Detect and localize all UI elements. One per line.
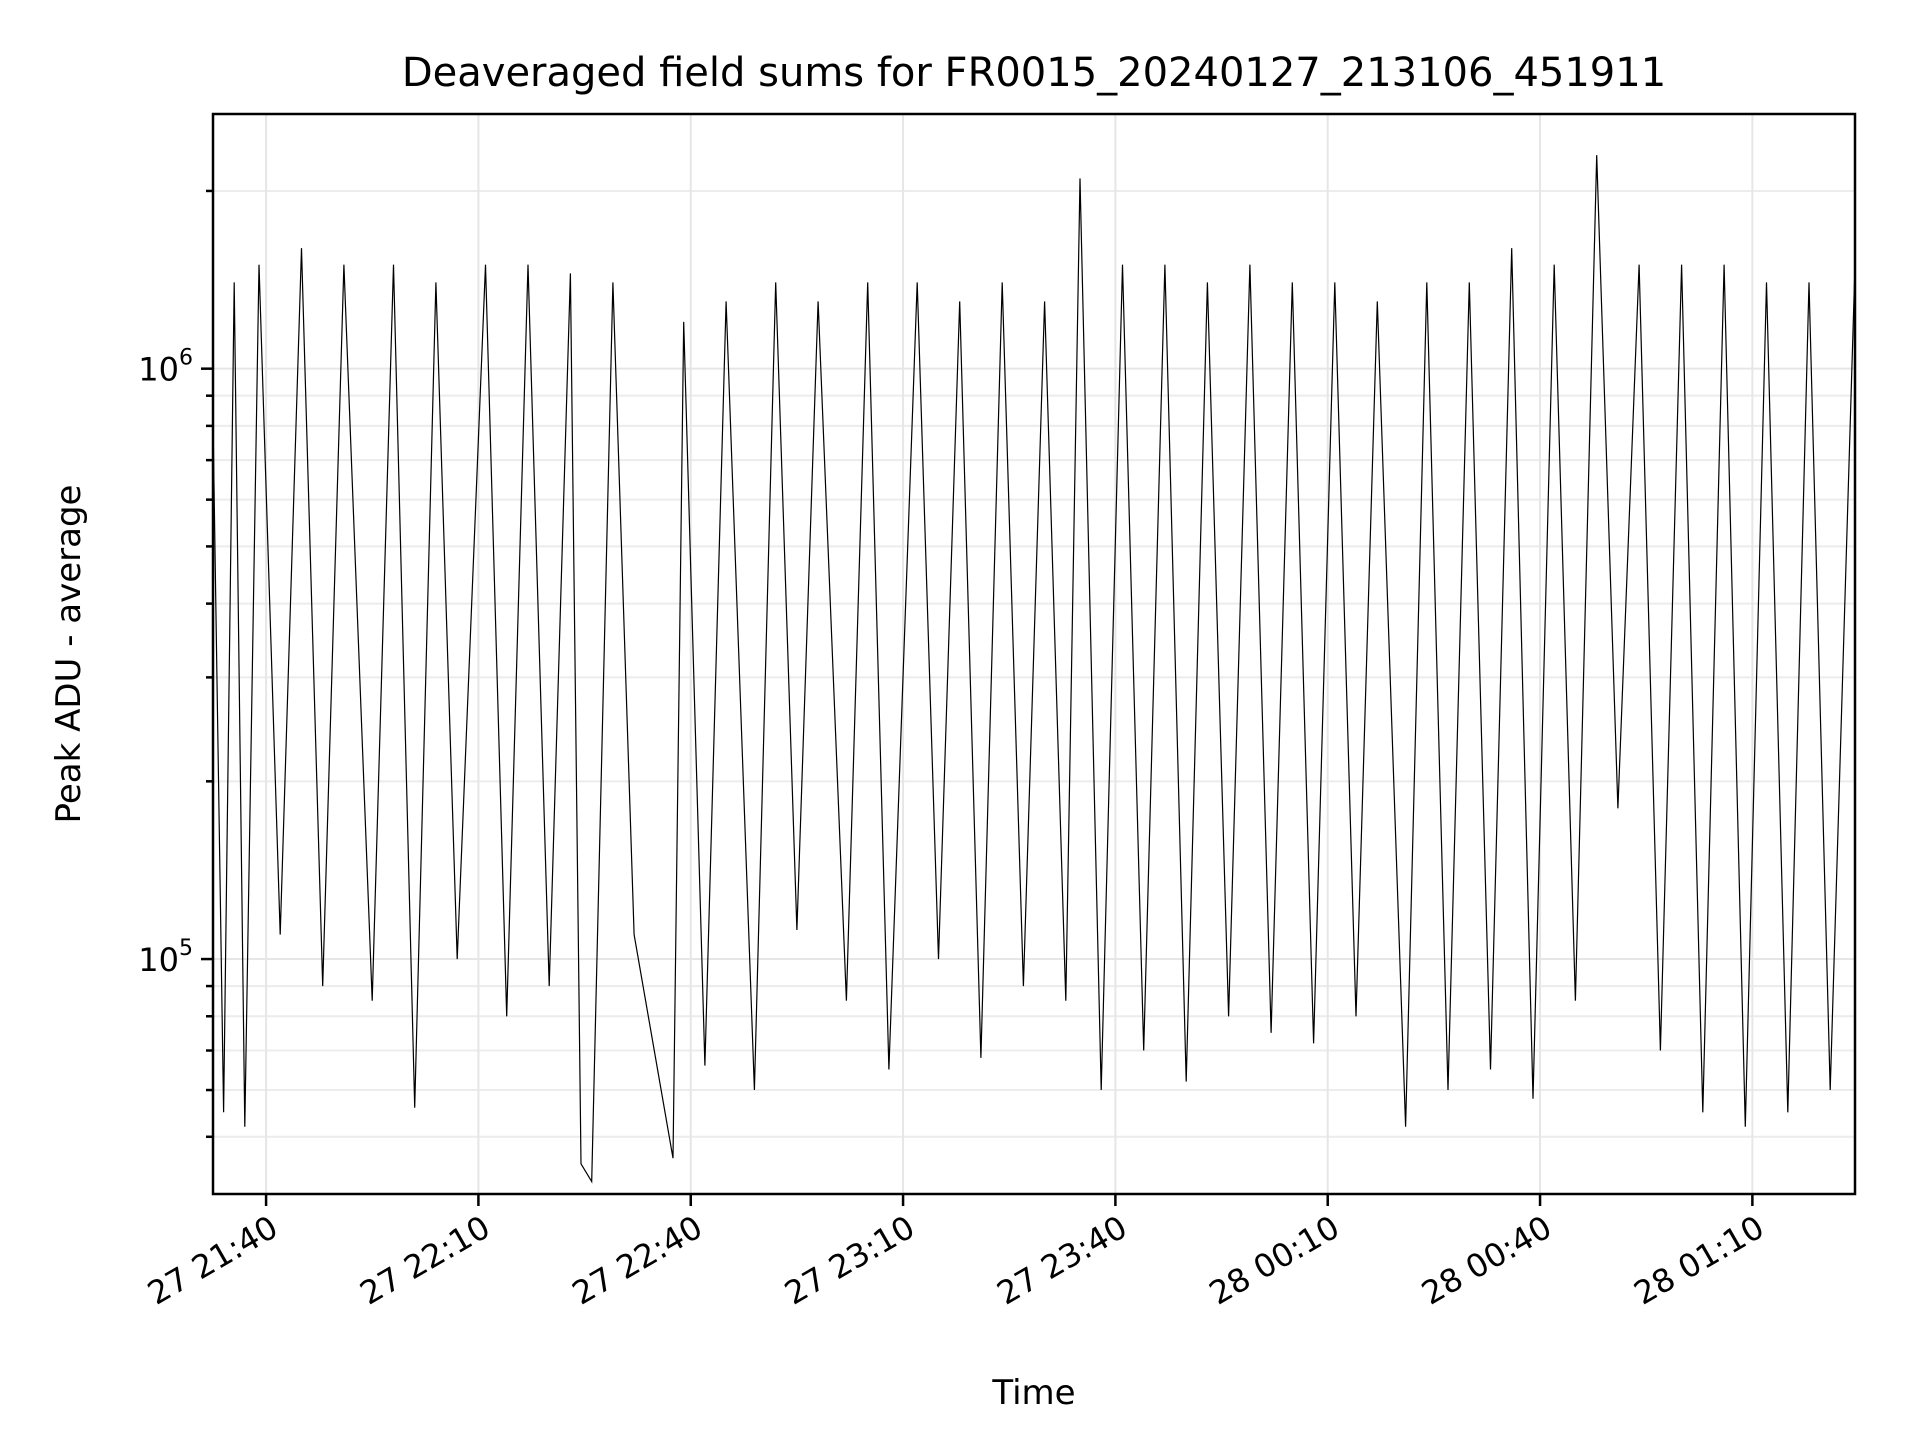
plot-frame xyxy=(211,112,1857,1196)
y-tick-label: 105 xyxy=(138,936,193,979)
series-line xyxy=(212,155,1856,1184)
grid xyxy=(213,114,1855,1194)
y-tick-label: 106 xyxy=(138,346,193,389)
x-axis-label: Time xyxy=(991,1373,1075,1413)
series-layer xyxy=(212,155,1856,1184)
y-tick-base: 10 xyxy=(138,941,179,979)
y-tick-exponent: 5 xyxy=(179,936,193,961)
chart-title: Deaveraged field sums for FR0015_2024012… xyxy=(402,50,1666,96)
y-tick-exponent: 6 xyxy=(179,346,193,371)
y-axis-label: Peak ADU - average xyxy=(49,485,89,824)
y-tick-base: 10 xyxy=(138,351,179,389)
